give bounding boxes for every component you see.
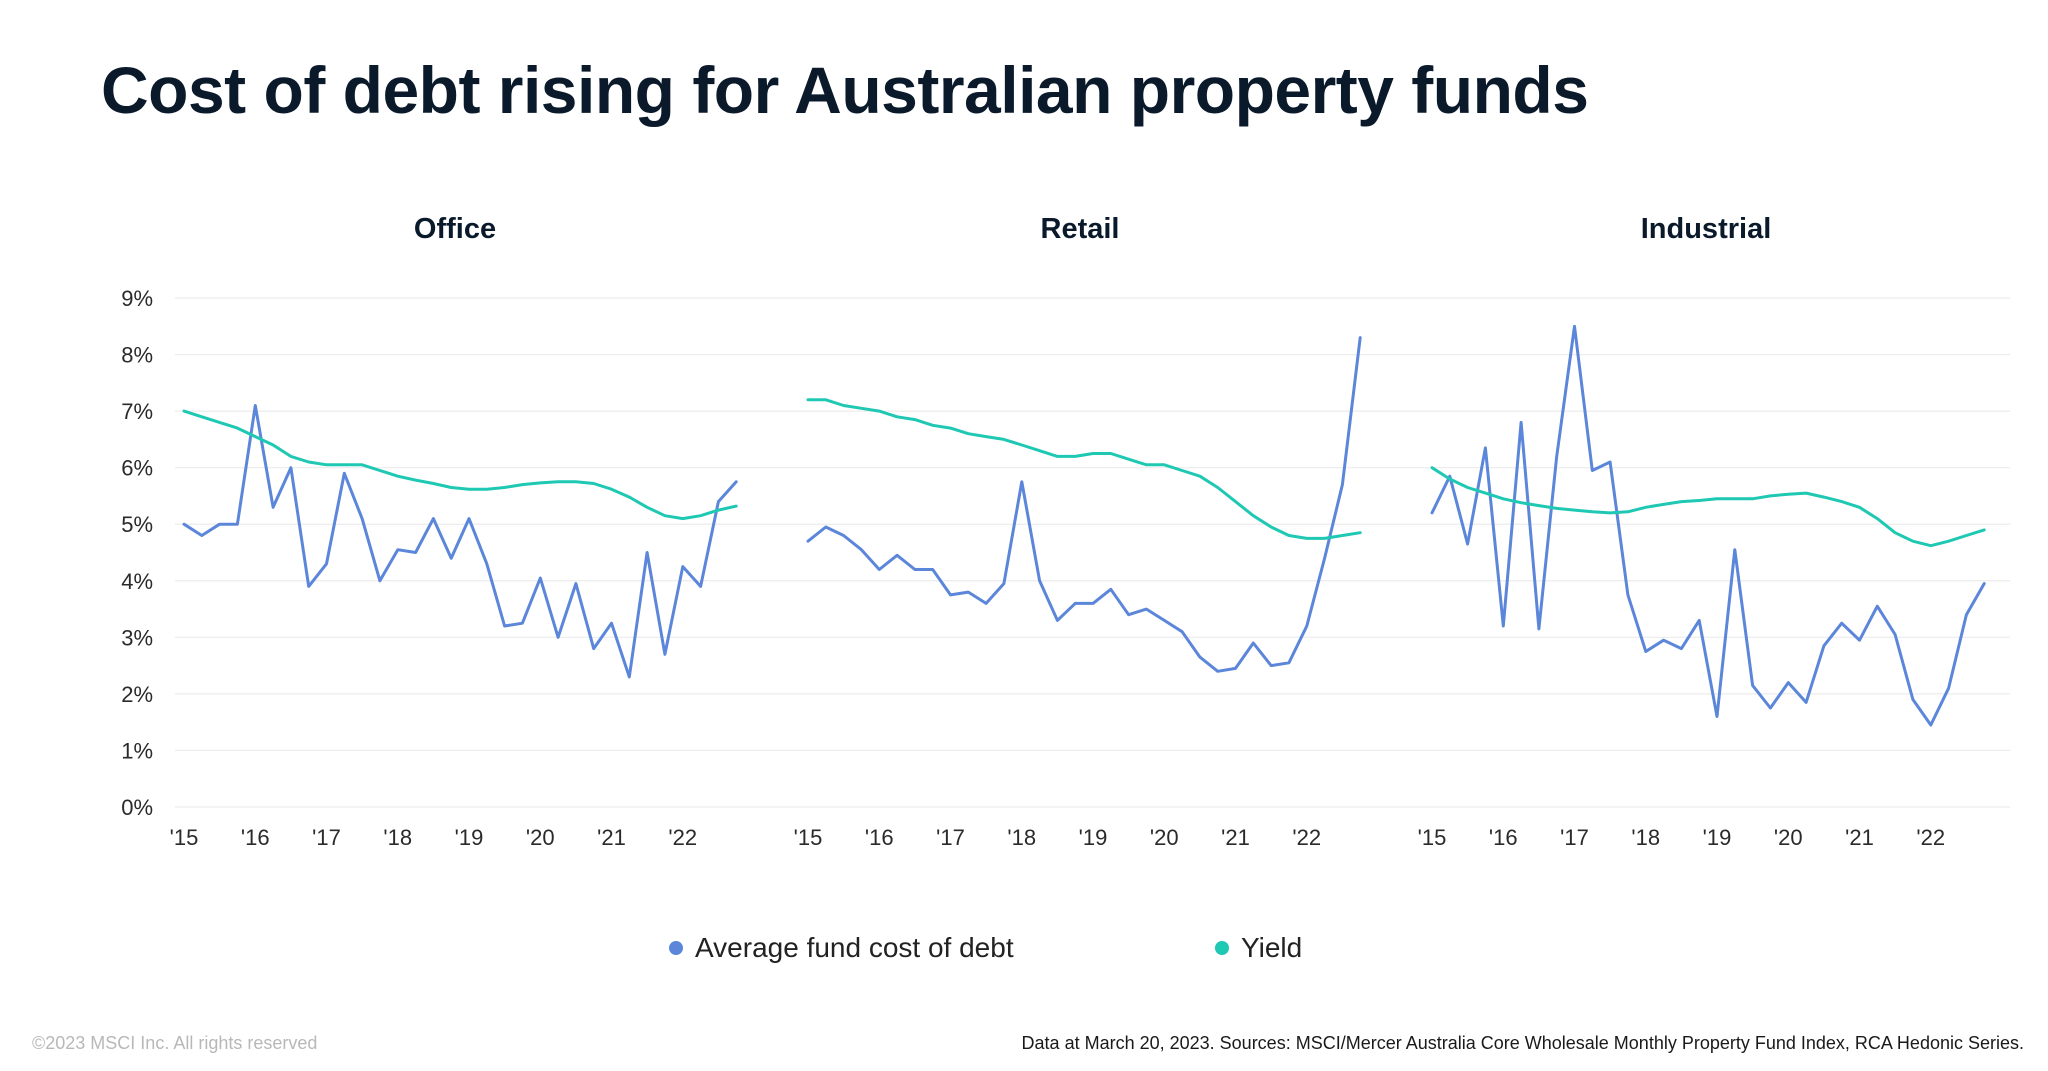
x-tick-label: '22 [1916, 825, 1945, 850]
x-tick-label: '19 [1703, 825, 1732, 850]
y-tick-label: 8% [121, 343, 153, 368]
y-tick-label: 5% [121, 512, 153, 537]
x-tick-label: '15 [170, 825, 199, 850]
x-tick-label: '22 [1292, 825, 1321, 850]
x-tick-label: '18 [1007, 825, 1036, 850]
cost-of-debt-line [182, 404, 738, 679]
y-tick-label: 6% [121, 456, 153, 481]
x-tick-label: '20 [526, 825, 555, 850]
x-tick-label: '15 [1418, 825, 1447, 850]
x-tick-label: '16 [865, 825, 894, 850]
yield-line [182, 409, 738, 521]
x-tick-label: '20 [1150, 825, 1179, 850]
copyright-note: ©2023 MSCI Inc. All rights reserved [32, 1033, 318, 1053]
x-tick-label: '18 [1631, 825, 1660, 850]
y-tick-label: 7% [121, 399, 153, 424]
x-tick-label: '17 [936, 825, 965, 850]
y-tick-label: 9% [121, 286, 153, 311]
panel-title: Retail [1041, 213, 1120, 245]
x-tick-label: '22 [668, 825, 697, 850]
y-tick-label: 3% [121, 625, 153, 650]
cost-of-debt-line [806, 336, 1362, 673]
x-tick-label: '21 [1221, 825, 1250, 850]
x-tick-label: '21 [1845, 825, 1874, 850]
x-tick-label: '16 [241, 825, 270, 850]
panel-title: Office [414, 213, 496, 245]
x-tick-label: '15 [794, 825, 823, 850]
y-tick-label: 2% [121, 682, 153, 707]
legend-dot-icon [669, 941, 683, 955]
legend-dot-icon [1215, 941, 1229, 955]
legend-label: Yield [1241, 932, 1303, 963]
legend: Average fund cost of debt Yield [0, 932, 2048, 972]
x-tick-label: '16 [1489, 825, 1518, 850]
x-tick-label: '19 [455, 825, 484, 850]
source-note: Data at March 20, 2023. Sources: MSCI/Me… [1021, 1033, 2024, 1053]
legend-label: Average fund cost of debt [695, 932, 1014, 963]
x-tick-label: '19 [1079, 825, 1108, 850]
y-tick-label: 4% [121, 569, 153, 594]
y-tick-label: 1% [121, 738, 153, 763]
panel-title: Industrial [1641, 213, 1772, 245]
x-tick-label: '18 [383, 825, 412, 850]
legend-item-cost-of-debt: Average fund cost of debt [669, 932, 1014, 964]
x-tick-label: '17 [1560, 825, 1589, 850]
x-tick-label: '21 [597, 825, 626, 850]
cost-of-debt-line [1430, 324, 1986, 727]
yield-line [1430, 466, 1986, 548]
y-tick-label: 0% [121, 795, 153, 820]
legend-item-yield: Yield [1215, 932, 1302, 964]
x-tick-label: '20 [1774, 825, 1803, 850]
page-title: Cost of debt rising for Australian prope… [101, 53, 1589, 127]
yield-line [806, 398, 1362, 540]
x-tick-label: '17 [312, 825, 341, 850]
